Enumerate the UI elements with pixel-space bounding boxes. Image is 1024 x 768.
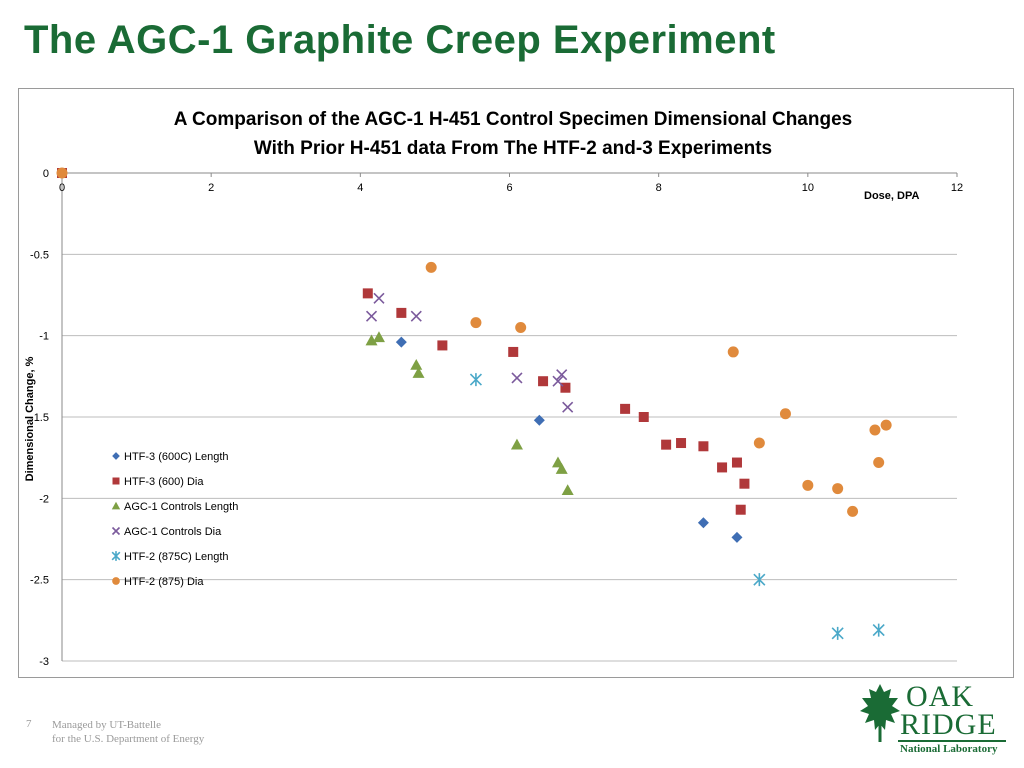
data-point-htf-2-875c-length [872,623,885,637]
y-tick-label: 0 [43,168,49,180]
data-point-htf-2-875-dia [425,261,437,273]
data-point-htf-3-600-dia [560,382,571,393]
data-point-agc-1-controls-length [561,484,574,495]
legend-label: HTF-3 (600C) Length [124,451,229,463]
data-point-agc-1-controls-dia [373,292,385,304]
data-point-htf-3-600c-length [533,414,545,426]
legend-marker-agc-1-controls-dia [111,526,121,536]
axes [61,172,958,661]
data-point-htf-2-875-dia [470,317,482,329]
legend-label: AGC-1 Controls Dia [124,526,222,538]
legend-label: HTF-2 (875C) Length [124,551,229,563]
data-point-htf-3-600-dia [739,478,750,489]
data-point-htf-2-875c-length [753,573,766,587]
x-axis-label: Dose, DPA [864,190,919,202]
data-point-htf-2-875-dia [515,322,527,334]
legend-label: AGC-1 Controls Length [124,501,238,513]
data-point-agc-1-controls-dia [552,375,564,387]
data-point-agc-1-controls-dia [410,310,422,322]
data-point-htf-3-600c-length [731,531,743,543]
chart-title-line2: With Prior H-451 data From The HTF-2 and… [254,138,772,159]
logo-line-1: OAK [906,680,974,713]
data-point-htf-2-875-dia [873,457,885,469]
logo-line-3: National Laboratory [900,743,998,755]
data-point-agc-1-controls-dia [511,372,523,384]
data-point-htf-2-875c-length [469,373,483,387]
data-point-htf-2-875-dia [847,505,859,517]
data-point-agc-1-controls-length [372,331,385,343]
data-point-htf-3-600-dia [676,438,687,449]
data-point-htf-3-600-dia [731,457,742,468]
data-point-htf-2-875-dia [832,483,844,495]
legend-marker-agc-1-controls-length [111,501,121,510]
data-point-agc-1-controls-length [510,438,523,450]
y-tick-label: -1.5 [30,412,49,424]
legend-marker-htf-2-875-dia [112,577,120,585]
footer-line-1: Managed by UT-Battelle [52,719,161,731]
legend-label: HTF-2 (875) Dia [124,576,204,588]
scatter-chart: A Comparison of the AGC-1 H-451 Control … [24,109,963,668]
logo-line-2: RIDGE [900,708,997,741]
data-point-htf-2-875-dia [727,346,739,358]
y-tick-label: -2 [39,493,49,505]
data-point-htf-3-600-dia [735,504,746,515]
data-point-agc-1-controls-dia [365,310,378,322]
data-point-htf-2-875-dia [802,479,814,491]
data-point-htf-2-875-dia [779,408,791,420]
oak-ridge-logo: OAK RIDGE National Laboratory [858,680,1008,760]
x-tick-label: 4 [357,182,363,194]
data-point-agc-1-controls-length [410,358,423,370]
data-point-htf-3-600-dia [620,403,631,414]
chart-frame: A Comparison of the AGC-1 H-451 Control … [18,88,1014,678]
legend-marker-htf-3-600c-length [112,452,120,460]
page-number: 7 [26,718,32,730]
data-point-htf-3-600-dia [508,346,519,357]
data-point-agc-1-controls-length [365,334,378,346]
x-tick-label: 2 [208,182,214,194]
data-point-agc-1-controls-length [412,367,425,378]
data-point-htf-3-600-dia [698,441,709,452]
legend: HTF-3 (600C) Length HTF-3 (600) Dia AGC-1 … [111,451,238,588]
x-tick-label: 6 [506,182,512,194]
data-point-agc-1-controls-dia [556,369,568,381]
data-point-htf-3-600-dia [717,462,728,473]
y-tick-label: -0.5 [30,249,49,261]
data-point-agc-1-controls-dia [562,401,574,413]
slide-title: The AGC-1 Graphite Creep Experiment [24,18,776,62]
chart-title-line1: A Comparison of the AGC-1 H-451 Control … [174,109,852,130]
data-point-htf-2-875-dia [880,419,892,431]
data-point-htf-2-875-dia [56,167,68,179]
data-point-htf-2-875-dia [753,437,765,449]
data-point-htf-3-600c-length [395,336,407,348]
data-point-htf-3-600-dia [396,307,407,318]
data-point-htf-3-600-dia [362,288,373,299]
data-point-htf-3-600c-length [697,517,709,529]
tick-labels: 0 -0.5 -1 -1.5 -2 -2.5 -3 0 2 4 6 8 10 12 [30,168,963,668]
x-tick-label: 10 [802,182,814,194]
legend-marker-htf-2-875c-length [111,551,121,561]
data-point-htf-2-875-dia [869,424,881,436]
footer-line-2: for the U.S. Department of Energy [52,733,205,745]
oak-leaf-icon [860,684,900,742]
data-point-htf-2-875c-length [831,626,844,640]
data-point-htf-3-600-dia [437,340,448,351]
data-point-agc-1-controls-length [555,463,568,474]
x-tick-label: 12 [951,182,963,194]
data-point-htf-3-600-dia [538,376,549,387]
y-axis-label: Dimensional Change, % [24,356,36,481]
x-tick-label: 0 [59,182,65,194]
data-points [56,167,892,640]
y-tick-label: -3 [39,656,49,668]
y-tick-label: -1 [39,331,49,343]
data-point-htf-3-600-dia [661,439,672,450]
grid-lines [62,253,957,662]
x-tick-label: 8 [656,182,662,194]
logo-rule [898,740,1006,742]
data-point-htf-3-600-dia [638,412,649,422]
y-tick-label: -2.5 [30,575,49,587]
legend-marker-htf-3-600-dia [112,477,120,485]
legend-label: HTF-3 (600) Dia [124,476,204,488]
footer-text: Managed by UT-Battelle for the U.S. Depa… [52,718,204,746]
